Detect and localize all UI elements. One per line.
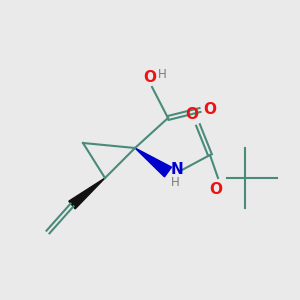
Text: H: H (171, 176, 180, 190)
Text: N: N (171, 163, 184, 178)
Text: O: O (143, 70, 157, 85)
Text: O: O (203, 103, 216, 118)
Text: H: H (158, 68, 166, 82)
Text: O: O (185, 107, 199, 122)
Polygon shape (135, 148, 172, 177)
Text: O: O (209, 182, 223, 197)
Polygon shape (69, 178, 105, 209)
